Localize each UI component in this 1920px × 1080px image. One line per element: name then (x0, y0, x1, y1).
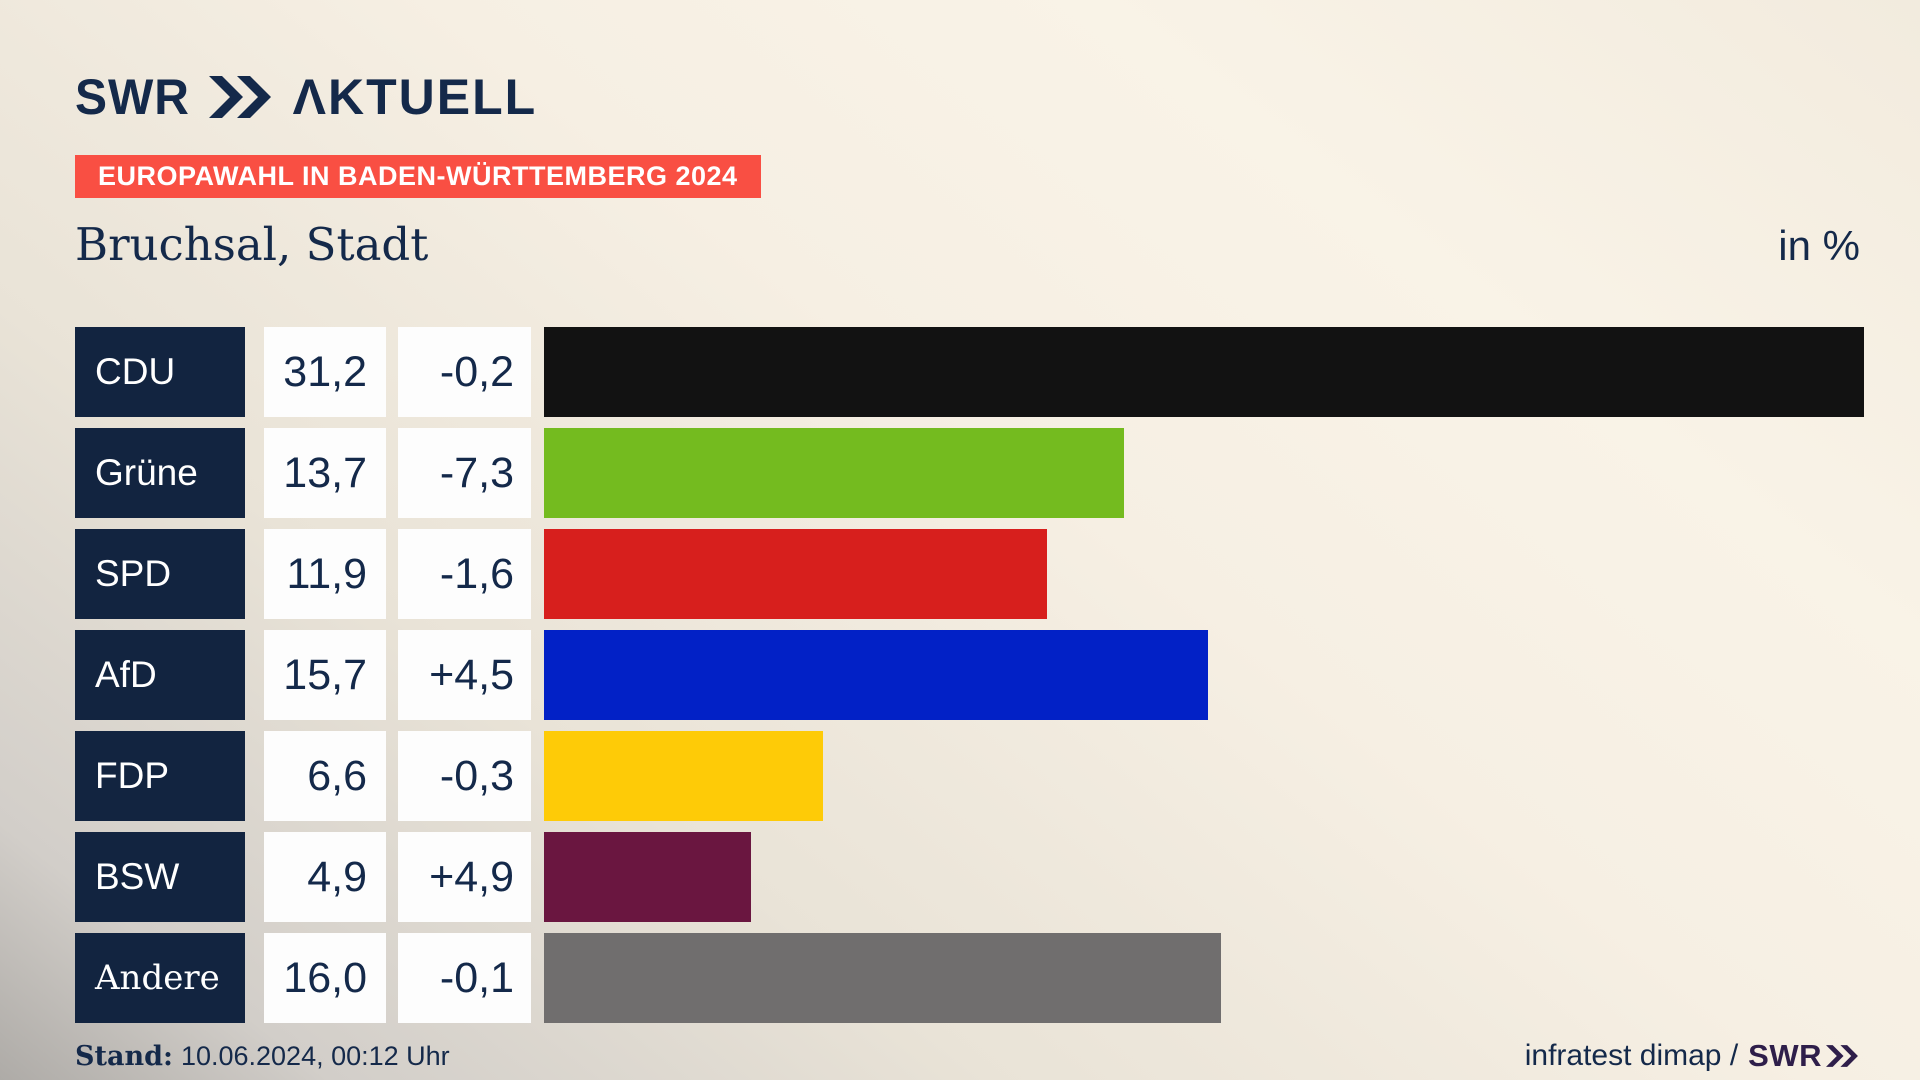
double-chevron-icon (1826, 1045, 1858, 1067)
party-label: Andere (75, 933, 245, 1023)
party-label: CDU (75, 327, 245, 417)
swr-aktuell-logo: SWR ΛKTUELL (75, 68, 537, 126)
result-value: 4,9 (264, 832, 386, 922)
infographic: SWR ΛKTUELL EUROPAWAHL IN BADEN-WÜRTTEMB… (75, 0, 1864, 1080)
result-change: -0,1 (398, 933, 531, 1023)
source-text: infratest dimap / (1524, 1039, 1739, 1072)
bar-track (544, 731, 1860, 821)
bar-track (544, 428, 1860, 518)
result-row-gruene: Grüne 13,7 -7,3 (75, 428, 1860, 518)
results-bar-chart: CDU 31,2 -0,2 Grüne 13,7 -7,3 SPD 11,9 -… (75, 327, 1864, 1023)
result-value: 16,0 (264, 933, 386, 1023)
party-label: FDP (75, 731, 245, 821)
result-change: -0,3 (398, 731, 531, 821)
result-value: 11,9 (264, 529, 386, 619)
timestamp: Stand: 10.06.2024, 00:12 Uhr (75, 1041, 450, 1072)
result-bar (544, 630, 1209, 720)
bar-track (544, 832, 1860, 922)
source-credit: infratest dimap / SWR (1525, 1038, 1860, 1074)
result-row-bsw: BSW 4,9 +4,9 (75, 832, 1860, 922)
result-row-fdp: FDP 6,6 -0,3 (75, 731, 1860, 821)
double-chevron-icon (208, 76, 275, 118)
result-change: -0,2 (398, 327, 531, 417)
swr-footer-logo-text: SWR (1748, 1038, 1822, 1073)
party-label: BSW (75, 832, 245, 922)
result-bar (544, 529, 1048, 619)
swr-logo-text: SWR (75, 69, 190, 125)
party-label: Grüne (75, 428, 245, 518)
bar-track (544, 529, 1860, 619)
result-row-cdu: CDU 31,2 -0,2 (75, 327, 1864, 417)
result-bar (544, 327, 1864, 417)
party-label: SPD (75, 529, 245, 619)
result-change: -1,6 (398, 529, 531, 619)
timestamp-value: 10.06.2024, 00:12 Uhr (180, 1041, 450, 1071)
aktuell-logo-text: ΛKTUELL (292, 69, 538, 125)
title-row: Bruchsal, Stadt in % (75, 218, 1860, 271)
result-value: 15,7 (264, 630, 386, 720)
timestamp-label: Stand: (75, 1041, 173, 1072)
result-change: +4,5 (398, 630, 531, 720)
region-title: Bruchsal, Stadt (75, 218, 429, 271)
unit-label: in % (1778, 222, 1860, 269)
result-change: +4,9 (398, 832, 531, 922)
result-row-afd: AfD 15,7 +4,5 (75, 630, 1860, 720)
result-bar (544, 428, 1124, 518)
result-bar (544, 933, 1221, 1023)
swr-footer-logo: SWR (1748, 1038, 1860, 1074)
bar-track (544, 327, 1864, 417)
result-bar (544, 731, 824, 821)
result-row-spd: SPD 11,9 -1,6 (75, 529, 1860, 619)
bar-track (544, 933, 1860, 1023)
result-value: 6,6 (264, 731, 386, 821)
party-label: AfD (75, 630, 245, 720)
result-bar (544, 832, 752, 922)
result-row-andere: Andere 16,0 -0,1 (75, 933, 1860, 1023)
result-change: -7,3 (398, 428, 531, 518)
bar-track (544, 630, 1860, 720)
result-value: 31,2 (264, 327, 386, 417)
footer: Stand: 10.06.2024, 00:12 Uhr infratest di… (75, 1038, 1860, 1074)
election-banner: EUROPAWAHL IN BADEN-WÜRTTEMBERG 2024 (75, 155, 761, 198)
result-value: 13,7 (264, 428, 386, 518)
